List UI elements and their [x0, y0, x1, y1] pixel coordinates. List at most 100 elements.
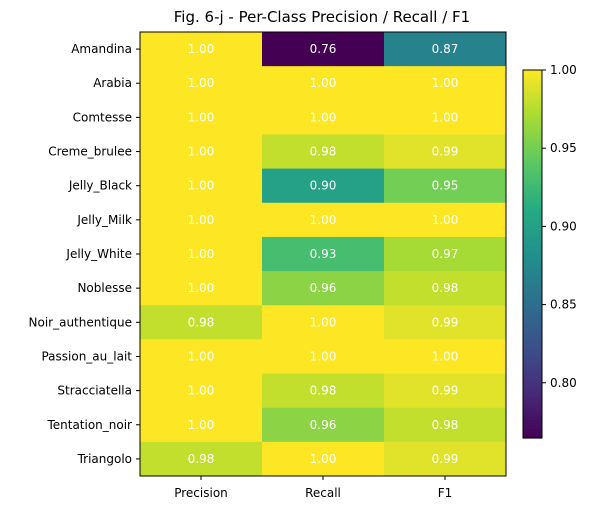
colorbar-segment [523, 223, 542, 227]
colorbar-segment [523, 134, 542, 139]
cell-value-label: 1.00 [188, 110, 215, 124]
colorbar-segment [523, 309, 542, 313]
colorbar-tick-label: 1.00 [550, 63, 577, 77]
colorbar-segment [523, 82, 542, 86]
colorbar-segment [523, 171, 542, 175]
colorbar-segment [523, 275, 542, 280]
colorbar-segment [523, 73, 542, 77]
cell-value-label: 0.99 [432, 384, 459, 398]
cell-value-label: 1.00 [310, 315, 337, 329]
colorbar-segment [523, 91, 542, 96]
cell-value-label: 0.98 [310, 145, 337, 159]
colorbar-segment [523, 109, 542, 114]
colorbar-segment [523, 226, 542, 231]
colorbar-segment [523, 272, 542, 277]
chart-title: Fig. 6-j - Per-Class Precision / Recall … [174, 8, 470, 26]
colorbar-segment [523, 192, 542, 197]
colorbar-segment [523, 382, 542, 387]
colorbar-segment [523, 306, 542, 310]
plot-frame [139, 31, 507, 477]
heatmap-cell [384, 134, 507, 170]
colorbar-segment [523, 257, 542, 261]
colorbar-segment [523, 238, 542, 243]
colorbar-segment [523, 333, 542, 338]
colorbar-segment [523, 165, 542, 169]
y-tick-label: Comtesse [73, 110, 132, 124]
colorbar-segment [523, 303, 542, 307]
y-tick-label: Noir_authentique [29, 315, 133, 329]
heatmap-cell [140, 134, 263, 170]
heatmap-cell [262, 339, 385, 375]
cell-value-label: 0.98 [310, 384, 337, 398]
cell-value-label: 1.00 [188, 384, 215, 398]
colorbar-segment [523, 312, 542, 316]
cell-value-label: 0.96 [310, 418, 337, 432]
colorbar-segment [523, 373, 542, 378]
cell-value-label: 1.00 [188, 418, 215, 432]
colorbar-segment [523, 349, 542, 353]
y-tick-label: Jelly_White [65, 247, 132, 261]
colorbar-segment [523, 290, 542, 295]
colorbar-tick-label: 0.85 [550, 298, 577, 312]
cell-value-label: 1.00 [188, 281, 215, 295]
y-axis-ticks: Amandina Arabia Comtesse Creme_brulee Jelly_… [29, 42, 140, 466]
y-tick-label: Jelly_Milk [76, 213, 132, 227]
x-tick-label: F1 [438, 486, 453, 500]
colorbar-segment [523, 404, 542, 408]
colorbar-segment [523, 361, 542, 365]
y-tick-label: Tentation_noir [46, 418, 132, 432]
heatmap-cell [140, 271, 263, 306]
colorbar-segment [523, 431, 542, 436]
colorbar-segment [523, 284, 542, 289]
colorbar-segment [523, 177, 542, 181]
colorbar-segment [523, 376, 542, 381]
colorbar-segment [523, 137, 542, 142]
cell-value-label: 1.00 [432, 110, 459, 124]
heatmap-cell [384, 202, 507, 238]
colorbar-segment [523, 189, 542, 194]
cell-value-label: 1.00 [188, 213, 215, 227]
colorbar-segment [523, 392, 542, 396]
heatmap-cell [140, 168, 263, 204]
cell-value-label: 0.95 [432, 179, 459, 193]
colorbar-segment [523, 247, 542, 252]
colorbar-segment [523, 208, 542, 212]
colorbar-segment [523, 122, 542, 126]
colorbar-segment [523, 364, 542, 369]
colorbar-segment [523, 342, 542, 347]
cell-value-label: 1.00 [310, 213, 337, 227]
heatmap-cell [262, 134, 385, 170]
colorbar-segment [523, 94, 542, 99]
cell-value-label: 1.00 [188, 247, 215, 261]
cell-value-label: 1.00 [432, 349, 459, 363]
heatmap-cell [140, 407, 263, 443]
cell-value-label: 0.98 [432, 281, 459, 295]
y-tick-label: Creme_brulee [48, 145, 132, 159]
heatmap-cell [262, 202, 385, 238]
heatmap-cell [262, 32, 385, 67]
cell-value-label: 0.98 [432, 418, 459, 432]
colorbar-segment [523, 198, 542, 203]
colorbar-segment [523, 79, 542, 83]
cell-value-label: 0.98 [188, 315, 215, 329]
colorbar-segment [523, 287, 542, 292]
colorbar-segment [523, 158, 542, 163]
colorbar-segment [523, 293, 542, 298]
y-tick-label: Arabia [93, 76, 132, 90]
colorbar-segment [523, 229, 542, 234]
y-tick-label: Triangolo [77, 452, 132, 466]
cell-value-label: 1.00 [310, 452, 337, 466]
cell-value-label: 1.00 [432, 213, 459, 227]
colorbar-segment [523, 214, 542, 218]
heatmap-cell [384, 305, 507, 340]
colorbar-segment [523, 395, 542, 399]
cell-value-label: 0.90 [310, 179, 337, 193]
colorbar-segment [523, 352, 542, 356]
colorbar-segment [523, 254, 542, 258]
colorbar-segment [523, 183, 542, 188]
heatmap-cell [384, 407, 507, 443]
colorbar-segment [523, 112, 542, 117]
colorbar-segment [523, 428, 542, 433]
heatmap-cell [140, 339, 263, 375]
